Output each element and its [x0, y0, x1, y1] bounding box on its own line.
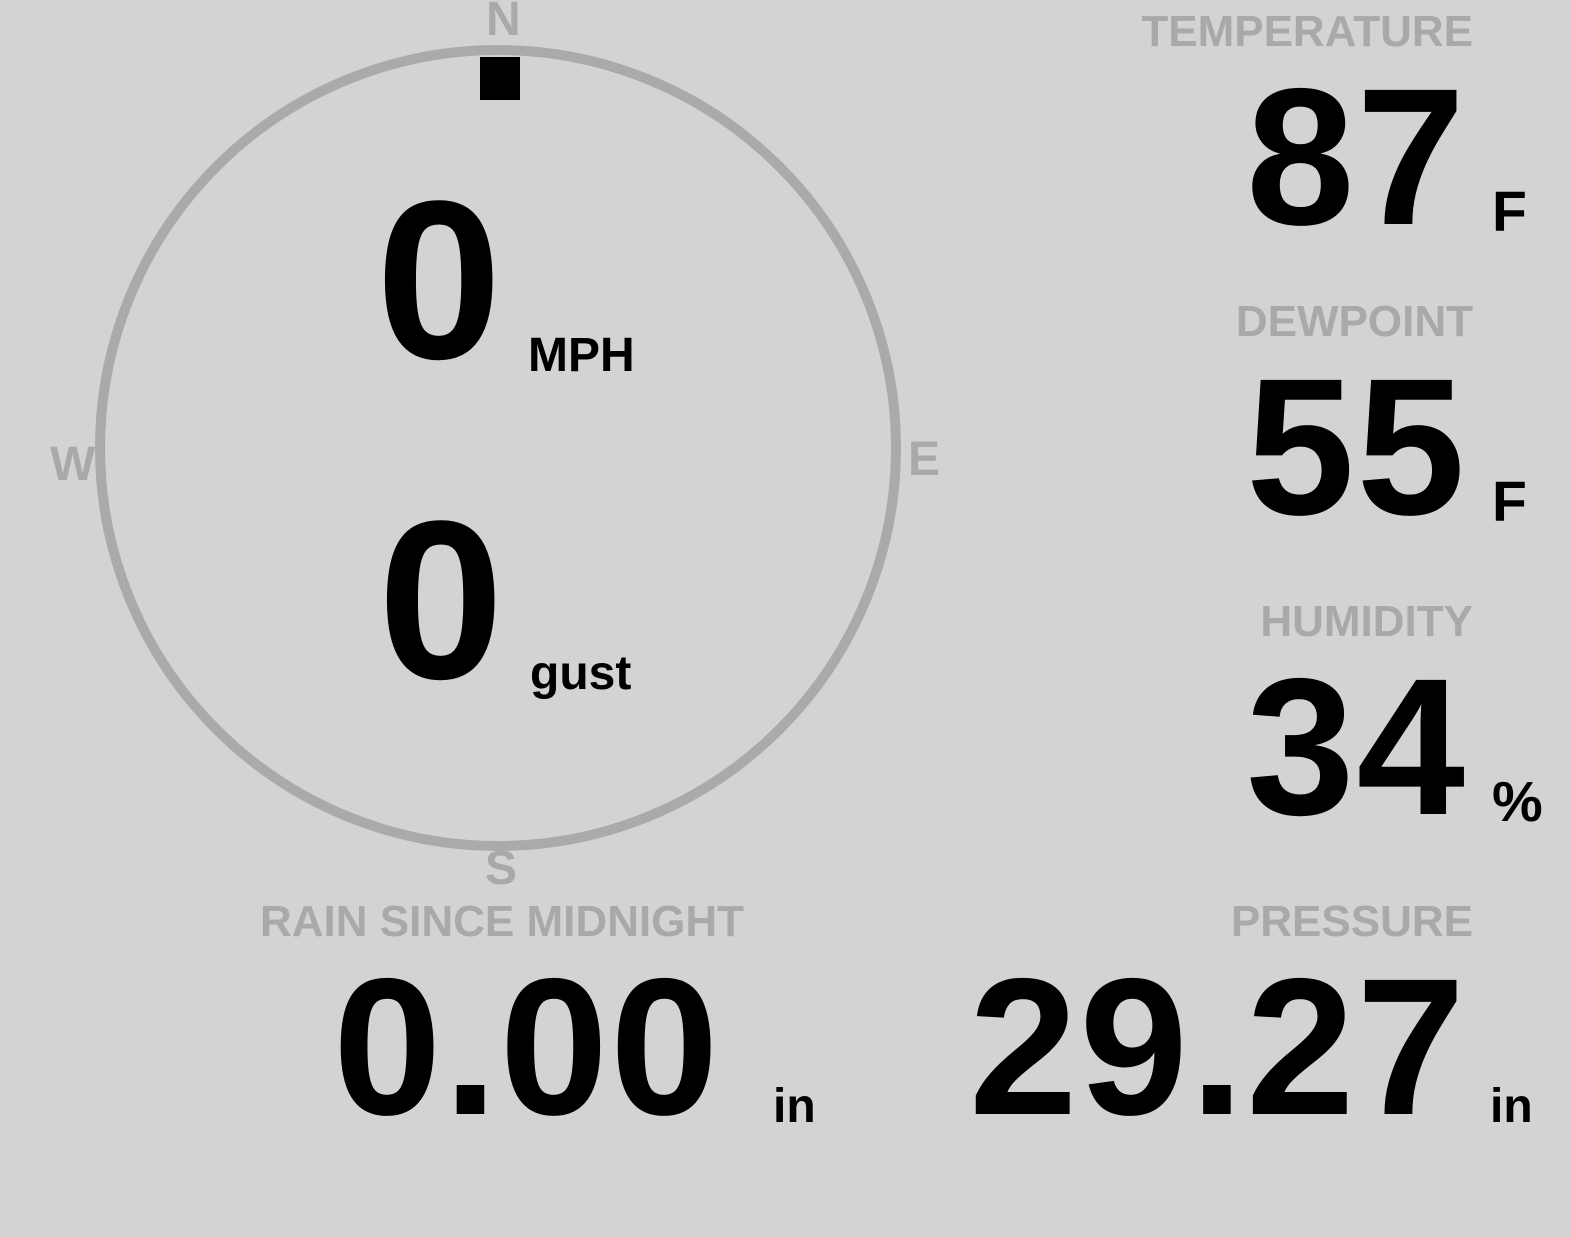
dewpoint-unit: F — [1492, 470, 1527, 534]
dewpoint-value: 55 — [1246, 338, 1467, 556]
humidity-label: HUMIDITY — [1260, 597, 1473, 646]
humidity-value: 34 — [1246, 638, 1467, 856]
wind-direction-marker — [480, 57, 520, 100]
compass-east-label: E — [908, 433, 941, 486]
compass-ring — [95, 45, 901, 851]
compass-north-label: N — [486, 0, 521, 46]
temperature-label: TEMPERATURE — [1141, 7, 1473, 56]
temperature-unit: F — [1492, 180, 1527, 244]
wind-gust-value: 0 — [378, 473, 506, 726]
temperature-value: 87 — [1246, 48, 1467, 266]
pressure-label: PRESSURE — [1230, 897, 1473, 946]
wind-compass-dial — [95, 45, 901, 851]
pressure-value: 29.27 — [969, 938, 1467, 1156]
compass-south-label: S — [485, 842, 518, 895]
rain-value: 0.00 — [333, 938, 721, 1156]
wind-speed-value: 0 — [376, 153, 504, 406]
compass-west-label: W — [50, 438, 96, 491]
humidity-unit: % — [1492, 770, 1543, 834]
rain-label: RAIN SINCE MIDNIGHT — [260, 897, 744, 946]
pressure-unit: in — [1490, 1080, 1533, 1133]
wind-speed-unit: MPH — [528, 329, 635, 382]
wind-gust-label: gust — [530, 647, 632, 700]
dewpoint-label: DEWPOINT — [1235, 297, 1473, 346]
rain-unit: in — [773, 1080, 816, 1133]
